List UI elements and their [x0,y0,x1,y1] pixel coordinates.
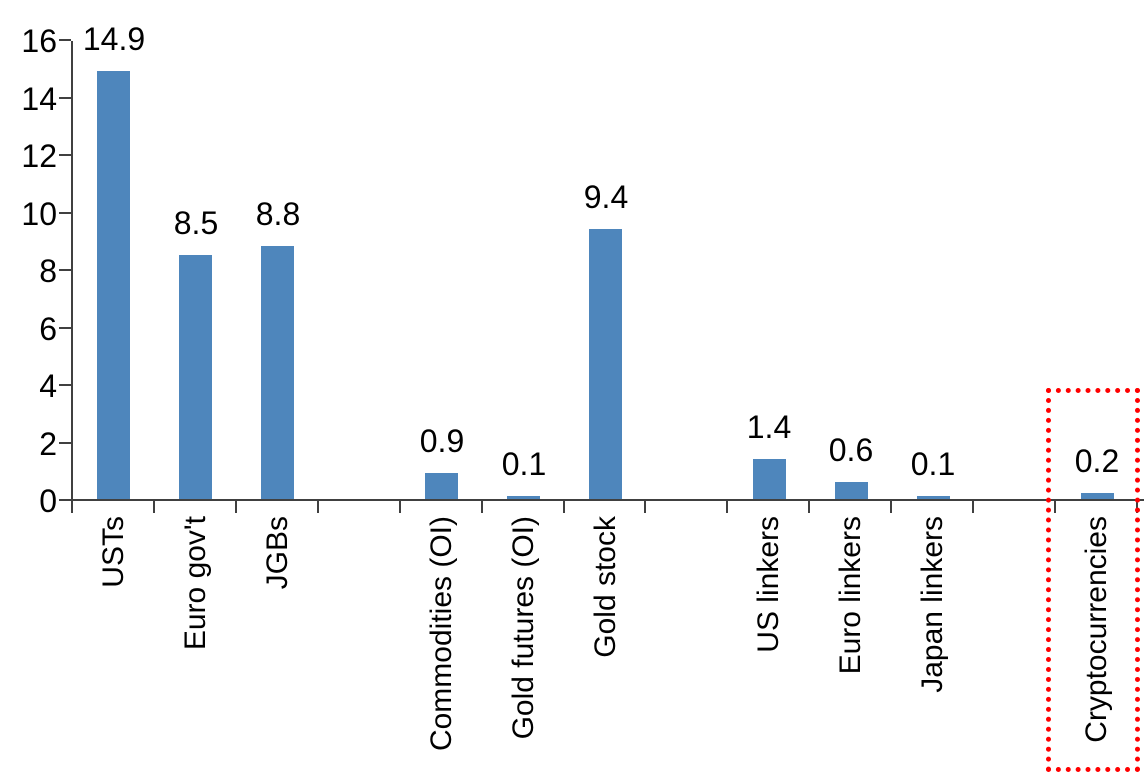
x-tick-9 [808,501,810,513]
x-tick-4 [399,501,401,513]
bar-value-label-gold-futures-oi: 0.1 [501,446,547,482]
bar-cryptocurrencies [1081,493,1114,499]
y-tick-12 [59,154,71,156]
bar-value-label-jgbs: 8.8 [255,196,301,232]
x-tick-1 [153,501,155,513]
category-label-commodities-oi: Commodities (OI) [425,516,458,752]
x-tick-10 [890,501,892,513]
y-tick-10 [59,212,71,214]
category-label-jgbs: JGBs [261,516,294,590]
bar-gold-futures-oi [507,496,540,499]
bar-us-linkers [753,459,786,499]
bar-commodities-oi [425,473,458,499]
bar-usts [97,71,130,499]
y-tick-label-12: 12 [21,138,57,174]
y-tick-4 [59,384,71,386]
y-tick-label-10: 10 [21,196,57,232]
y-tick-0 [59,499,71,501]
category-label-cryptocurrencies: Cryptocurrencies [1080,516,1113,743]
x-tick-8 [726,501,728,513]
y-tick-6 [59,327,71,329]
x-tick-5 [481,501,483,513]
y-tick-label-4: 4 [39,368,57,404]
y-tick-label-16: 16 [21,23,57,59]
bar-euro-gov-t [179,255,212,499]
x-tick-0 [71,501,73,513]
x-tick-11 [972,501,974,513]
bar-japan-linkers [917,496,950,499]
y-tick-label-2: 2 [39,426,57,462]
y-tick-label-0: 0 [39,483,57,519]
x-tick-2 [235,501,237,513]
bar-value-label-euro-linkers: 0.6 [828,432,874,468]
bar-value-label-japan-linkers: 0.1 [910,446,956,482]
y-tick-8 [59,269,71,271]
x-tick-3 [317,501,319,513]
category-label-usts: USTs [97,516,130,588]
x-tick-13 [1136,501,1138,513]
bar-jgbs [261,246,294,499]
category-label-gold-futures-oi: Gold futures (OI) [507,516,540,740]
category-label-us-linkers: US linkers [752,516,785,653]
bar-value-label-us-linkers: 1.4 [746,409,792,445]
bar-euro-linkers [835,482,868,499]
bar-value-label-gold-stock: 9.4 [583,179,629,215]
bar-value-label-usts: 14.9 [82,21,146,57]
category-label-japan-linkers: Japan linkers [916,516,949,693]
y-tick-16 [59,39,71,41]
y-tick-label-14: 14 [21,81,57,117]
y-tick-label-6: 6 [39,311,57,347]
bar-value-label-euro-gov-t: 8.5 [173,205,219,241]
category-label-euro-linkers: Euro linkers [834,516,867,675]
bar-gold-stock [589,229,622,499]
x-tick-12 [1054,501,1056,513]
y-tick-2 [59,442,71,444]
bar-value-label-commodities-oi: 0.9 [419,423,465,459]
x-axis-line [71,499,1144,501]
x-tick-6 [563,501,565,513]
y-axis-line [71,41,73,513]
x-tick-7 [644,501,646,513]
category-label-gold-stock: Gold stock [589,516,622,658]
y-tick-14 [59,97,71,99]
bar-value-label-cryptocurrencies: 0.2 [1074,443,1120,479]
y-tick-label-8: 8 [39,253,57,289]
category-label-euro-gov-t: Euro gov't [179,516,212,651]
